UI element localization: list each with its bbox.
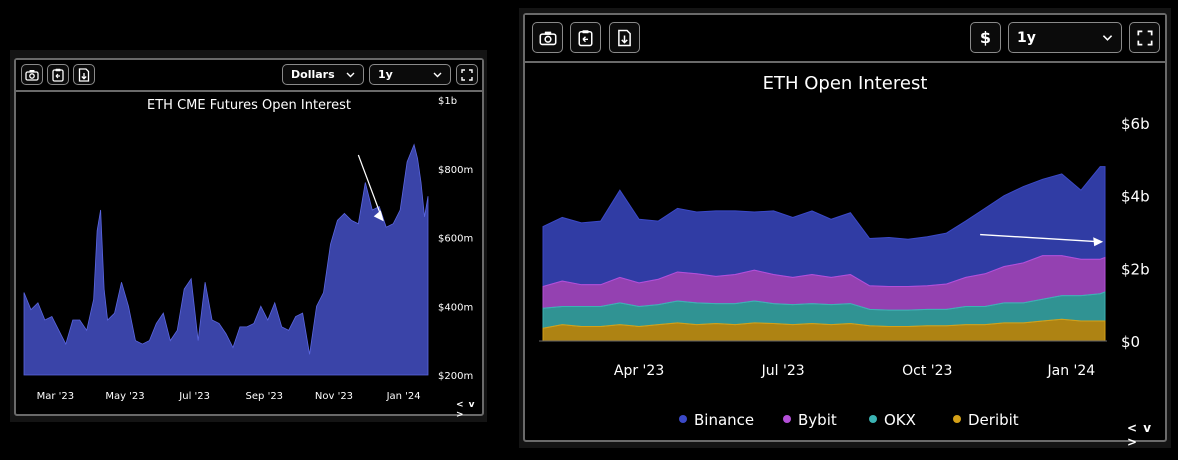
y-tick-label: $600m [438, 234, 473, 245]
file-download-icon [618, 29, 631, 46]
y-tick-label: $2b [1121, 260, 1150, 278]
x-tick-label: Apr '23 [614, 363, 664, 379]
x-tick-label: Jan '24 [386, 391, 421, 402]
y-tick-label: $4b [1121, 188, 1150, 206]
chart-nav[interactable]: < v > [1127, 421, 1153, 449]
camera-icon [25, 69, 39, 81]
dollar-icon: $ [979, 28, 992, 47]
copy-button[interactable] [570, 22, 601, 53]
range-select[interactable]: 1y [1008, 22, 1122, 53]
legend-swatch-okx [869, 415, 877, 423]
copy-button[interactable] [47, 64, 69, 85]
cme-oi-frame: Dollars 1y ETH CME Futures Open Interest… [14, 58, 484, 420]
x-tick-label: Oct '23 [902, 363, 952, 379]
fullscreen-button[interactable] [1129, 22, 1160, 53]
file-download-icon [78, 67, 90, 82]
y-tick-label: $400m [438, 302, 473, 313]
x-tick-label: Mar '23 [37, 391, 75, 402]
trend-arrow-line [357, 154, 384, 221]
left-toolbar: Dollars 1y [16, 60, 482, 92]
legend-swatch-binance [679, 415, 687, 423]
legend-label-bybit: Bybit [798, 411, 837, 429]
expand-icon [461, 68, 473, 81]
eth-oi-chart: $6b $4b $2b $0 Apr '23 Jul '23 Oct '23 Jan '24 B… [539, 115, 1150, 429]
chart-title: ETH CME Futures Open Interest [147, 98, 351, 113]
download-button[interactable] [73, 64, 95, 85]
y-tick-label: $0 [1121, 333, 1140, 351]
currency-select[interactable]: Dollars [282, 64, 364, 85]
currency-select-value: Dollars [291, 68, 335, 81]
expand-icon [1136, 29, 1153, 46]
screenshot-button[interactable] [21, 64, 43, 85]
cme-oi-chart: $1b $800m $600m $400m $200m Mar '23 May '23 Jul… [23, 96, 473, 402]
eth-oi-frame: $ 1y ETH Open Interest $6b $4b $2b $0 Apr '2… [523, 13, 1167, 449]
x-tick-label: Jul '23 [178, 391, 210, 402]
x-tick-label: May '23 [105, 391, 144, 402]
y-tick-label: $800m [438, 165, 473, 176]
camera-icon [539, 31, 556, 45]
screenshot-button[interactable] [532, 22, 563, 53]
x-tick-label: Sep '23 [246, 391, 284, 402]
download-button[interactable] [609, 22, 640, 53]
y-tick-label: $6b [1121, 115, 1150, 133]
series-area-cme [23, 143, 429, 376]
clipboard-icon [578, 29, 593, 46]
y-tick-label: $200m [438, 371, 473, 382]
chevron-down-icon [346, 72, 355, 77]
range-select-value: 1y [378, 68, 393, 81]
currency-toggle-button[interactable]: $ [970, 22, 1001, 53]
y-tick-label: $1b [438, 96, 457, 107]
cme-oi-panel: Dollars 1y ETH CME Futures Open Interest… [10, 50, 487, 422]
legend-label-okx: OKX [884, 411, 916, 429]
x-tick-label: Nov '23 [315, 391, 353, 402]
chart-nav[interactable]: < v > [456, 400, 476, 420]
legend-label-binance: Binance [694, 411, 754, 429]
chart-title: ETH Open Interest [762, 73, 928, 94]
legend-label-deribit: Deribit [968, 411, 1019, 429]
chevron-down-icon [433, 72, 442, 77]
chevron-down-icon [1102, 34, 1113, 41]
range-select[interactable]: 1y [369, 64, 451, 85]
x-tick-label: Jan '24 [1047, 363, 1096, 379]
legend-swatch-deribit [953, 415, 961, 423]
trend-arrow-head [1093, 237, 1104, 247]
clipboard-icon [52, 68, 64, 82]
trend-arrow-head [373, 210, 384, 222]
range-select-value: 1y [1017, 29, 1036, 46]
legend-swatch-bybit [783, 415, 791, 423]
right-toolbar: $ 1y [525, 15, 1165, 63]
trend-arrow-line [980, 233, 1101, 243]
eth-oi-panel: $ 1y ETH Open Interest $6b $4b $2b $0 Apr '2… [519, 8, 1171, 449]
fullscreen-button[interactable] [456, 64, 478, 85]
x-tick-label: Jul '23 [761, 363, 805, 379]
